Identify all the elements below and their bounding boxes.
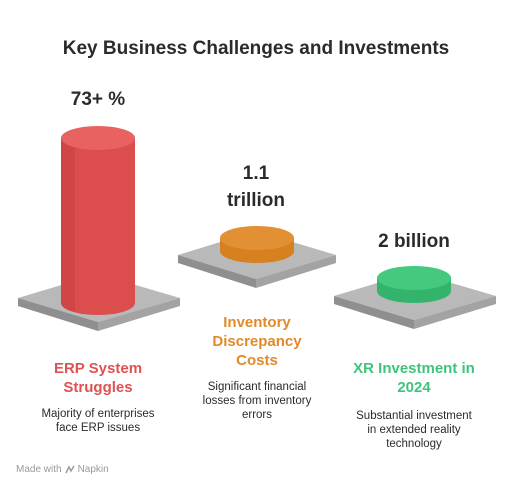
value-inventory: 1.1 trillion (206, 160, 306, 214)
footer-attribution: Made with Napkin (16, 464, 109, 475)
desc-erp-line1: Majority of enterprises (41, 408, 155, 420)
cylinder-erp (61, 126, 135, 315)
desc-xr: Substantial investment in extended reali… (334, 409, 494, 451)
label-inventory: Inventory Discrepancy Costs (177, 313, 337, 370)
label-erp: ERP System Struggles (18, 359, 178, 397)
value-inventory-line1: 1.1 (242, 163, 270, 184)
value-inventory-line2: trillion (226, 190, 286, 211)
label-erp-line2: Struggles (63, 379, 133, 396)
desc-inventory-line1: Significant financial (207, 381, 307, 393)
page-title: Key Business Challenges and Investments (62, 38, 450, 59)
footer-brand: Napkin (77, 464, 109, 475)
footer-made-with: Made with (16, 464, 62, 475)
label-xr-line1: XR Investment in (353, 360, 475, 377)
label-inventory-line1: Inventory (223, 314, 291, 331)
label-inventory-line3: Costs (236, 352, 278, 369)
cylinder-xr (377, 266, 451, 303)
desc-inventory-line3: errors (241, 409, 273, 421)
label-xr-line2: 2024 (397, 379, 431, 396)
label-erp-line1: ERP System (53, 360, 143, 377)
desc-xr-line2: in extended reality (367, 424, 461, 436)
desc-inventory: Significant financial losses from invent… (177, 380, 337, 422)
value-erp: 73+ % (70, 89, 126, 110)
desc-inventory-line2: losses from inventory (202, 395, 312, 407)
desc-xr-line3: technology (386, 438, 442, 450)
desc-xr-line1: Substantial investment (356, 410, 472, 422)
desc-erp: Majority of enterprises face ERP issues (18, 407, 178, 435)
value-xr: 2 billion (378, 231, 450, 252)
desc-erp-line2: face ERP issues (55, 422, 141, 434)
napkin-logo-icon (64, 464, 75, 473)
label-inventory-line2: Discrepancy (212, 333, 302, 350)
label-xr: XR Investment in 2024 (334, 359, 494, 397)
cylinder-inventory (220, 226, 294, 263)
